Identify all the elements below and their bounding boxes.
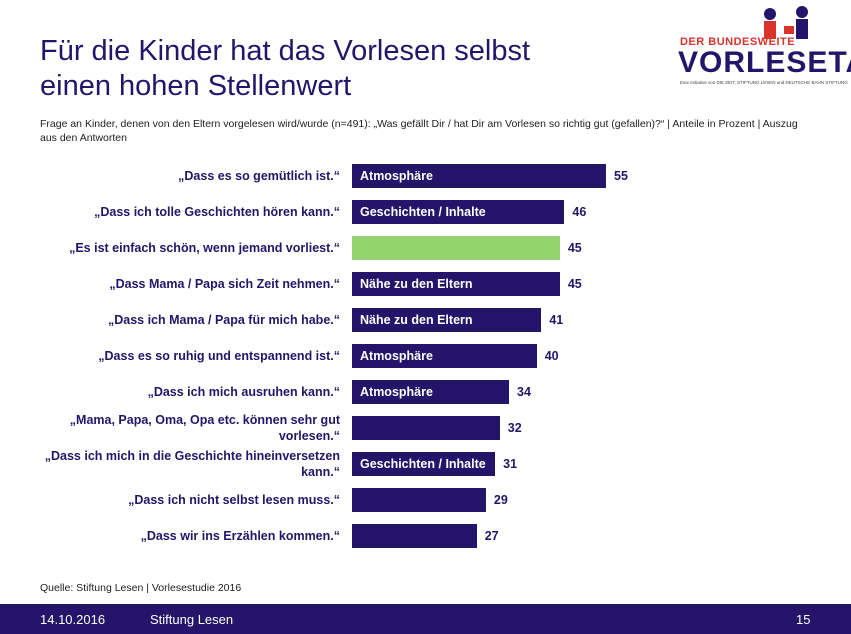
bar-label: Nähe zu den Eltern [360,277,473,291]
category-label: „Dass ich mich in die Geschichte hineinv… [44,449,340,479]
logo-tagline: Eine Initiative von DIE ZEIT, STIFTUNG L… [680,80,848,85]
category-label: „Es ist einfach schön, wenn jemand vorli… [69,241,340,255]
value-label: 29 [493,493,508,507]
category-label: „Dass ich mich ausruhen kann.“ [147,385,340,399]
bar [352,344,537,368]
category-label: „Dass wir ins Erzählen kommen.“ [140,529,340,543]
value-label: 32 [507,421,522,435]
footer-date: 14.10.2016 [40,612,106,627]
bar [352,200,565,224]
footer-org: Stiftung Lesen [150,612,234,627]
bar-label: Atmosphäre [360,169,433,183]
value-label: 55 [614,169,628,183]
footer: 14.10.2016 Stiftung Lesen 15 [0,604,851,634]
logo-top: DER BUNDESWEITE [680,36,796,48]
bar [352,308,542,332]
bar-label: Geschichten / Inhalte [360,457,486,471]
value-label: 46 [572,205,587,219]
category-label: „Mama, Papa, Oma, Opa etc. können sehr g… [69,413,340,443]
logo-main: VORLESETAG [678,46,851,79]
chart: „Dass es so gemütlich ist.“ Atmosphäre 55 „… [44,164,628,548]
bar [352,380,510,404]
chart-subtitle: Frage an Kinder, denen von den Eltern vo… [40,118,798,144]
bar-label: Geschichten / Inhalte [360,205,486,219]
category-label: „Dass ich Mama / Papa für mich habe.“ [107,313,340,327]
value-label: 41 [549,313,564,327]
value-label: 45 [567,277,582,291]
value-label: 45 [567,241,582,255]
value-label: 40 [544,349,559,363]
bar [352,416,500,440]
category-label: „Dass Mama / Papa sich Zeit nehmen.“ [109,277,340,291]
category-label: „Dass ich tolle Geschichten hören kann.“ [94,205,340,219]
category-label: „Dass ich nicht selbst lesen muss.“ [128,493,340,507]
bar [352,452,496,476]
bar-label: Atmosphäre [360,349,433,363]
bar [352,524,477,548]
category-label: „Dass es so gemütlich ist.“ [178,169,340,183]
bar-label: Atmosphäre [360,385,433,399]
value-label: 27 [484,529,499,543]
bar-label: Nähe zu den Eltern [360,313,473,327]
source: Quelle: Stiftung Lesen | Vorlesestudie 2… [40,582,242,594]
bar [352,272,560,296]
value-label: 34 [517,385,531,399]
bar [352,488,486,512]
slide-title: Für die Kinder hat das Vorlesen selbst e… [40,35,531,102]
bar [352,164,606,188]
bar [352,236,560,260]
page-number: 15 [796,612,811,627]
logo-figures [764,6,808,39]
value-label: 31 [503,457,518,471]
category-label: „Dass es so ruhig und entspannend ist.“ [98,349,340,363]
